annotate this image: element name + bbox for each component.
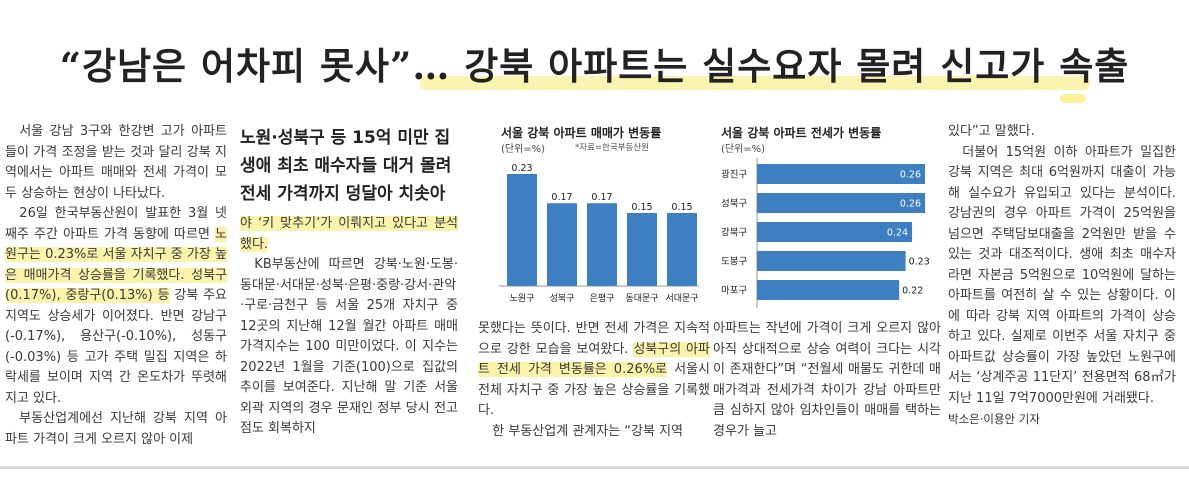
- chart-data-label: 0.24: [887, 228, 908, 239]
- bottom-rule: [0, 466, 1189, 469]
- chart-data-label: 0.26: [900, 199, 921, 210]
- article-column-1: 서울 강남 3구와 한강변 고가 아파트들이 가격 조정을 받는 것과 달리 강…: [5, 122, 227, 450]
- chart-category-label: 동대문구: [625, 293, 658, 304]
- headline: “강남은 어차피 못사”… 강북 아파트는 실수요자 몰려 신고가 속출: [59, 44, 1130, 88]
- paragraph: 한 부동산업계 관계자는 “강북 지역: [492, 423, 684, 439]
- byline: 박소은·이용안 기자: [948, 412, 1040, 426]
- text-run: 못했다는 뜻이다. 반면 전세 가격은 지속적으로 강한 모습을 보여왔다.: [478, 321, 710, 357]
- chart-category-label: 마포구: [721, 286, 747, 297]
- text-run: 서울시 전체 자치구 중 가장 높은 상승률을 기록했다.: [478, 362, 710, 418]
- subheadline: 노원·성북구 등 15억 미만 집 생애 최초 매수자들 대거 몰려 전세 가격…: [240, 128, 452, 204]
- sales-price-chart-panel: 서울 강북 아파트 매매가 변동률 (단위=%) *자료=한국부동산원 0.23…: [493, 124, 703, 312]
- headline-highlight-tail: [1060, 94, 1086, 103]
- chart-data-label: 0.15: [671, 202, 692, 213]
- chart-source: *자료=한국부동산원: [575, 143, 649, 153]
- chart-category-label: 성북구: [550, 293, 575, 304]
- paragraph: 서울 강남 3구와 한강변 고가 아파트들이 가격 조정을 받는 것과 달리 강…: [5, 124, 227, 201]
- chart-data-label: 0.23: [511, 163, 532, 174]
- chart-unit: (단위=%): [721, 144, 766, 155]
- chart-data-label: 0.26: [900, 170, 921, 181]
- byline-row: 박소은·이용안 기자: [948, 409, 1176, 431]
- paragraph: 야 ‘키 맞추기’가 이뤄지고 있다고 분석했다.: [240, 214, 458, 255]
- sales-price-bar-chart: 0.23 노원구 0.17 성북구 0.17 은평구 0.15 동대문구 0.15 서대문구: [499, 163, 699, 304]
- jeonse-price-bar-chart: 광진구 0.26 성북구 0.26 강북구 0.24 도봉구 0.23 마포구 0.22: [721, 158, 930, 308]
- chart-bar: [757, 280, 900, 300]
- paragraph: 있다”고 말했다.: [948, 124, 1035, 139]
- text-run: 강북 주요 지역도 상승세가 이어졌다. 반면 강남구(-0.17%), 용산구…: [5, 288, 228, 406]
- chart-data-label: 0.23: [909, 257, 930, 268]
- chart-category-label: 은평구: [590, 293, 615, 304]
- paragraph: 아파트는 작년에 가격이 크게 오르지 않아 아직 상대적으로 상승 여력이 크…: [713, 321, 941, 439]
- chart-bar: [507, 174, 537, 286]
- chart-bar: [757, 193, 925, 213]
- paragraph: 26일 한국부동산원이 발표한 3월 넷째주 주간 아파트 가격 동향에 따르면…: [5, 204, 227, 409]
- paragraph: 더불어 15억원 이하 아파트가 밀집한 강북 지역은 최대 6억원까지 대출이…: [948, 144, 1176, 406]
- chart-category-label: 성북구: [721, 199, 747, 210]
- article-column-3: 못했다는 뜻이다. 반면 전세 가격은 지속적으로 강한 모습을 보여왔다. 성…: [478, 319, 710, 442]
- chart-data-label: 0.15: [631, 202, 652, 213]
- chart-data-label: 0.22: [902, 286, 923, 297]
- chart-unit: (단위=%): [501, 144, 546, 155]
- paragraph: KB부동산에 따르면 강북·노원·도봉·동대문·서대문·성북·은평·중랑·강서·…: [240, 257, 458, 436]
- chart-data-label: 0.17: [551, 192, 572, 203]
- paragraph: 부동산업계에선 지난해 강북 지역 아파트 가격이 크게 오르지 않아 이제: [5, 411, 227, 447]
- chart-category-label: 광진구: [721, 169, 747, 181]
- chart-category-label: 서대문구: [665, 293, 698, 304]
- chart-category-label: 도봉구: [721, 257, 747, 268]
- article-column-2: 노원·성북구 등 15억 미만 집 생애 최초 매수자들 대거 몰려 전세 가격…: [240, 122, 458, 440]
- chart-bar: [547, 203, 577, 286]
- article-column-4: 아파트는 작년에 가격이 크게 오르지 않아 아직 상대적으로 상승 여력이 크…: [713, 319, 941, 442]
- highlighted-text: 야 ‘키 맞추기’가 이뤄지고 있다고 분석했다.: [240, 216, 458, 252]
- chart-data-label: 0.17: [591, 192, 612, 203]
- chart-bar: [627, 212, 657, 286]
- headline-highlight: [420, 76, 1090, 90]
- jeonse-price-chart-panel: 서울 강북 아파트 전세가 변동률 (단위=%) 광진구 0.26 성북구 0.26 강…: [713, 124, 941, 312]
- text-run: 26일 한국부동산원이 발표한 3월 넷째주 주간 아파트 가격 동향에 따르면: [5, 206, 227, 242]
- chart-bar: [757, 164, 925, 184]
- chart-category-label: 강북구: [721, 228, 747, 239]
- chart-category-label: 노원구: [510, 293, 535, 304]
- chart-title: 서울 강북 아파트 매매가 변동률: [501, 126, 662, 140]
- chart-title: 서울 강북 아파트 전세가 변동률: [721, 126, 882, 140]
- chart-bar: [757, 222, 913, 242]
- chart-bar: [587, 203, 617, 286]
- chart-bar: [667, 212, 697, 286]
- chart-bar: [757, 251, 906, 271]
- paragraph: 못했다는 뜻이다. 반면 전세 가격은 지속적으로 강한 모습을 보여왔다. 성…: [478, 319, 710, 422]
- article-column-5: 있다”고 말했다. 더불어 15억원 이하 아파트가 밀집한 강북 지역은 최대…: [948, 122, 1176, 431]
